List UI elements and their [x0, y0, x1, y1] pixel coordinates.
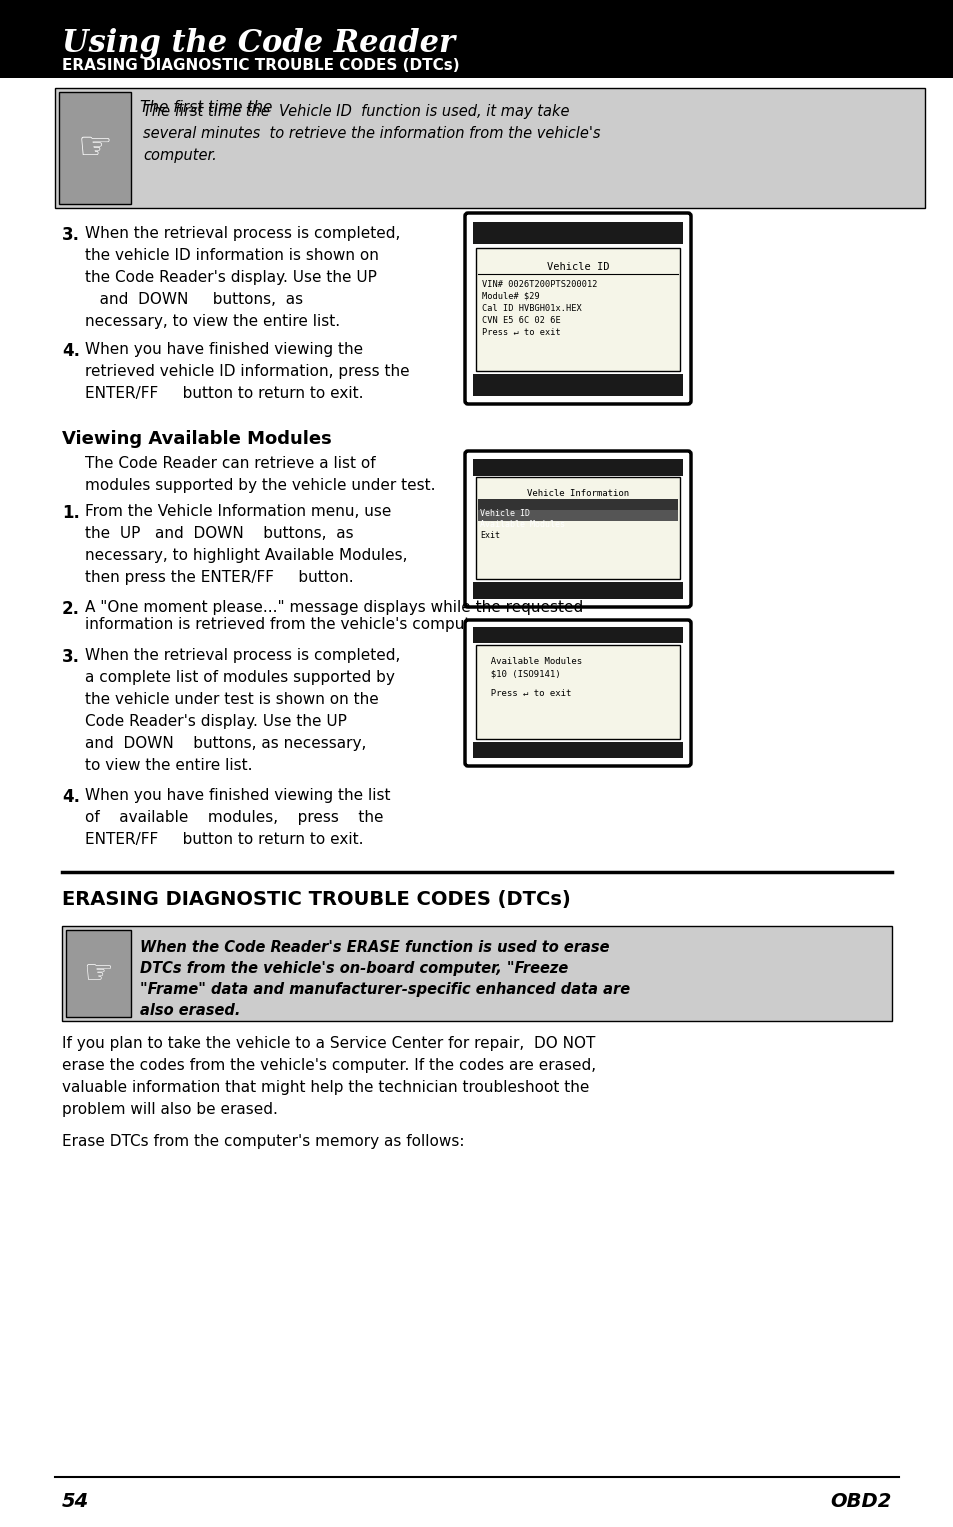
Text: ENTER/FF     button to return to exit.: ENTER/FF button to return to exit. — [85, 386, 363, 402]
FancyBboxPatch shape — [464, 212, 690, 405]
Text: 1.: 1. — [62, 504, 80, 522]
Text: 3.: 3. — [62, 226, 80, 244]
Text: When the retrieval process is completed,: When the retrieval process is completed, — [85, 647, 400, 663]
Text: the vehicle under test is shown on the: the vehicle under test is shown on the — [85, 692, 378, 707]
Text: Code Reader's display. Use the UP: Code Reader's display. Use the UP — [85, 715, 347, 728]
Text: the Code Reader's display. Use the UP: the Code Reader's display. Use the UP — [85, 270, 376, 286]
Text: erase the codes from the vehicle's computer. If the codes are erased,: erase the codes from the vehicle's compu… — [62, 1058, 596, 1073]
Text: The first time the: The first time the — [140, 99, 277, 115]
Bar — [473, 742, 682, 757]
Text: 4.: 4. — [62, 342, 80, 360]
Text: ENTER/FF     button to return to exit.: ENTER/FF button to return to exit. — [85, 832, 363, 847]
Text: ERASING DIAGNOSTIC TROUBLE CODES (DTCs): ERASING DIAGNOSTIC TROUBLE CODES (DTCs) — [62, 890, 570, 909]
Text: modules supported by the vehicle under test.: modules supported by the vehicle under t… — [85, 478, 435, 493]
Text: DTCs from the vehicle's on-board computer, "Freeze: DTCs from the vehicle's on-board compute… — [140, 960, 568, 976]
Bar — [62, 925, 891, 1022]
Text: 4.: 4. — [62, 788, 80, 806]
Text: several minutes  to retrieve the information from the vehicle's: several minutes to retrieve the informat… — [143, 127, 599, 140]
Text: Press ↵ to exit: Press ↵ to exit — [481, 328, 560, 337]
Text: CVN E5 6C 02 6E: CVN E5 6C 02 6E — [481, 316, 560, 325]
Bar — [477, 510, 678, 521]
Text: computer.: computer. — [143, 148, 216, 163]
Text: If you plan to take the vehicle to a Service Center for repair,  DO NOT: If you plan to take the vehicle to a Ser… — [62, 1035, 595, 1051]
Bar — [476, 644, 679, 739]
Text: retrieved vehicle ID information, press the: retrieved vehicle ID information, press … — [85, 363, 409, 379]
Bar — [473, 460, 682, 476]
Bar — [477, 499, 678, 510]
Text: a complete list of modules supported by: a complete list of modules supported by — [85, 670, 395, 686]
Text: Select and press ↵: Select and press ↵ — [479, 499, 569, 508]
Text: Available Modules: Available Modules — [479, 657, 581, 666]
Text: problem will also be erased.: problem will also be erased. — [62, 1102, 277, 1116]
Text: 54: 54 — [62, 1492, 90, 1512]
Bar — [59, 92, 131, 205]
Bar — [476, 476, 679, 579]
Text: Vehicle ID: Vehicle ID — [546, 263, 609, 272]
Text: When you have finished viewing the list: When you have finished viewing the list — [85, 788, 390, 803]
Bar — [476, 247, 679, 371]
Text: When you have finished viewing the: When you have finished viewing the — [85, 342, 363, 357]
Text: necessary, to view the entire list.: necessary, to view the entire list. — [85, 315, 340, 328]
Bar — [473, 374, 682, 395]
Text: $10 (ISO9141): $10 (ISO9141) — [479, 669, 560, 678]
Text: and  DOWN    buttons, as necessary,: and DOWN buttons, as necessary, — [85, 736, 366, 751]
Text: Exit: Exit — [479, 531, 499, 541]
Text: Using the Code Reader: Using the Code Reader — [62, 27, 455, 60]
FancyBboxPatch shape — [464, 450, 690, 608]
Text: VIN# 0026T200PTS200012: VIN# 0026T200PTS200012 — [481, 279, 597, 289]
Text: When the retrieval process is completed,: When the retrieval process is completed, — [85, 226, 400, 241]
Bar — [0, 0, 953, 78]
Text: OBD2: OBD2 — [830, 1492, 891, 1512]
Text: Viewing Available Modules: Viewing Available Modules — [62, 431, 332, 447]
Text: Cal ID HVBGH01x.HEX: Cal ID HVBGH01x.HEX — [481, 304, 581, 313]
Text: the vehicle ID information is shown on: the vehicle ID information is shown on — [85, 247, 378, 263]
Text: A "One moment please..." message displays while the requested
information is ret: A "One moment please..." message display… — [85, 600, 582, 632]
Text: then press the ENTER/FF     button.: then press the ENTER/FF button. — [85, 570, 354, 585]
Text: also erased.: also erased. — [140, 1003, 240, 1019]
Text: Erase DTCs from the computer's memory as follows:: Erase DTCs from the computer's memory as… — [62, 1135, 464, 1148]
Bar — [473, 221, 682, 244]
Text: of    available    modules,    press    the: of available modules, press the — [85, 809, 383, 825]
Text: Vehicle Information: Vehicle Information — [526, 489, 628, 498]
Bar — [55, 89, 924, 208]
Text: From the Vehicle Information menu, use: From the Vehicle Information menu, use — [85, 504, 391, 519]
Bar — [473, 628, 682, 643]
Text: Module# $29: Module# $29 — [481, 292, 539, 301]
Text: The first time the  Vehicle ID  function is used, it may take: The first time the Vehicle ID function i… — [143, 104, 569, 119]
Text: and  DOWN     buttons,  as: and DOWN buttons, as — [85, 292, 303, 307]
Text: to view the entire list.: to view the entire list. — [85, 757, 253, 773]
Text: Vehicle ID: Vehicle ID — [479, 508, 530, 518]
Text: 3.: 3. — [62, 647, 80, 666]
Text: valuable information that might help the technician troubleshoot the: valuable information that might help the… — [62, 1080, 589, 1095]
Text: The Code Reader can retrieve a list of: The Code Reader can retrieve a list of — [85, 457, 375, 470]
Bar — [473, 582, 682, 599]
Text: Press ↵ to exit: Press ↵ to exit — [479, 689, 571, 698]
Text: ☞: ☞ — [77, 128, 112, 166]
Text: 2.: 2. — [62, 600, 80, 618]
Text: necessary, to highlight Available Modules,: necessary, to highlight Available Module… — [85, 548, 407, 563]
Bar — [66, 930, 131, 1017]
Text: ☞: ☞ — [83, 957, 112, 989]
Text: "Frame" data and manufacturer-specific enhanced data are: "Frame" data and manufacturer-specific e… — [140, 982, 630, 997]
Text: the  UP   and  DOWN    buttons,  as: the UP and DOWN buttons, as — [85, 525, 354, 541]
Text: Available Modules: Available Modules — [479, 521, 564, 528]
Text: When the Code Reader's ERASE function is used to erase: When the Code Reader's ERASE function is… — [140, 941, 609, 954]
Text: ERASING DIAGNOSTIC TROUBLE CODES (DTCs): ERASING DIAGNOSTIC TROUBLE CODES (DTCs) — [62, 58, 459, 73]
FancyBboxPatch shape — [464, 620, 690, 767]
